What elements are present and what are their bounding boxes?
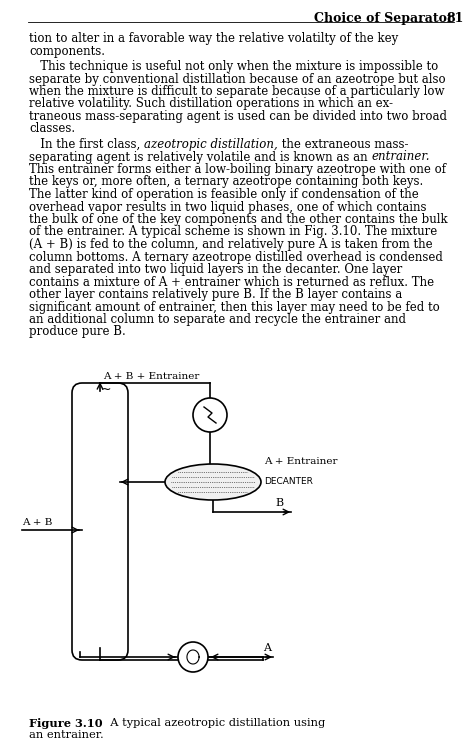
Text: classes.: classes.	[29, 123, 75, 135]
Circle shape	[193, 398, 227, 432]
Text: DECANTER: DECANTER	[264, 477, 313, 486]
Text: A typical azeotropic distillation using: A typical azeotropic distillation using	[103, 718, 325, 728]
Text: tion to alter in a favorable way the relative volatilty of the key: tion to alter in a favorable way the rel…	[29, 32, 398, 45]
Text: components.: components.	[29, 45, 105, 58]
Text: Figure 3.10: Figure 3.10	[29, 718, 103, 729]
Text: contains a mixture of A + entrainer which is returned as reflux. The: contains a mixture of A + entrainer whic…	[29, 276, 434, 288]
Text: A + B: A + B	[22, 518, 52, 527]
Text: column bottoms. A ternary azeotrope distilled overhead is condensed: column bottoms. A ternary azeotrope dist…	[29, 250, 443, 264]
Text: 81: 81	[447, 12, 464, 25]
Text: A + B + Entrainer: A + B + Entrainer	[103, 372, 200, 381]
Text: of the entrainer. A typical scheme is shown in Fig. 3.10. The mixture: of the entrainer. A typical scheme is sh…	[29, 226, 437, 238]
Text: separating agent is relatively volatile and is known as an: separating agent is relatively volatile …	[29, 150, 371, 164]
Text: ∼: ∼	[101, 382, 111, 395]
Text: This entrainer forms either a low-boiling binary azeotrope with one of: This entrainer forms either a low-boilin…	[29, 163, 446, 176]
Text: entrainer.: entrainer.	[371, 150, 430, 164]
Text: A + Entrainer: A + Entrainer	[264, 457, 337, 466]
Text: (A + B) is fed to the column, and relatively pure A is taken from the: (A + B) is fed to the column, and relati…	[29, 238, 433, 251]
Text: an additional column to separate and recycle the entrainer and: an additional column to separate and rec…	[29, 313, 406, 326]
Text: Choice of Separator: Choice of Separator	[315, 12, 454, 25]
Text: when the mixture is difficult to separate because of a particularly low: when the mixture is difficult to separat…	[29, 85, 445, 98]
Text: B: B	[275, 498, 283, 508]
Text: relative volatility. Such distillation operations in which an ex-: relative volatility. Such distillation o…	[29, 98, 393, 111]
Text: the bulk of one of the key components and the other contains the bulk: the bulk of one of the key components an…	[29, 213, 447, 226]
Text: A: A	[263, 643, 271, 653]
Text: In the first class,: In the first class,	[29, 138, 144, 151]
Text: produce pure B.: produce pure B.	[29, 326, 126, 338]
Text: azeotropic distillation,: azeotropic distillation,	[144, 138, 278, 151]
Circle shape	[178, 642, 208, 672]
Text: separate by conventional distillation because of an azeotrope but also: separate by conventional distillation be…	[29, 72, 446, 85]
Text: an entrainer.: an entrainer.	[29, 730, 104, 740]
Text: traneous mass-separating agent is used can be divided into two broad: traneous mass-separating agent is used c…	[29, 110, 447, 123]
FancyBboxPatch shape	[72, 383, 128, 660]
Text: This technique is useful not only when the mixture is impossible to: This technique is useful not only when t…	[29, 60, 438, 73]
Text: the extraneous mass-: the extraneous mass-	[278, 138, 408, 151]
Text: other layer contains relatively pure B. If the B layer contains a: other layer contains relatively pure B. …	[29, 288, 402, 301]
Ellipse shape	[165, 464, 261, 500]
Text: the keys or, more often, a ternary azeotrope containing both keys.: the keys or, more often, a ternary azeot…	[29, 176, 423, 188]
Text: and separated into two liquid layers in the decanter. One layer: and separated into two liquid layers in …	[29, 263, 402, 276]
Text: The latter kind of operation is feasible only if condensation of the: The latter kind of operation is feasible…	[29, 188, 419, 201]
Text: significant amount of entrainer, then this layer may need to be fed to: significant amount of entrainer, then th…	[29, 300, 440, 314]
Text: overhead vapor results in two liquid phases, one of which contains: overhead vapor results in two liquid pha…	[29, 200, 427, 214]
